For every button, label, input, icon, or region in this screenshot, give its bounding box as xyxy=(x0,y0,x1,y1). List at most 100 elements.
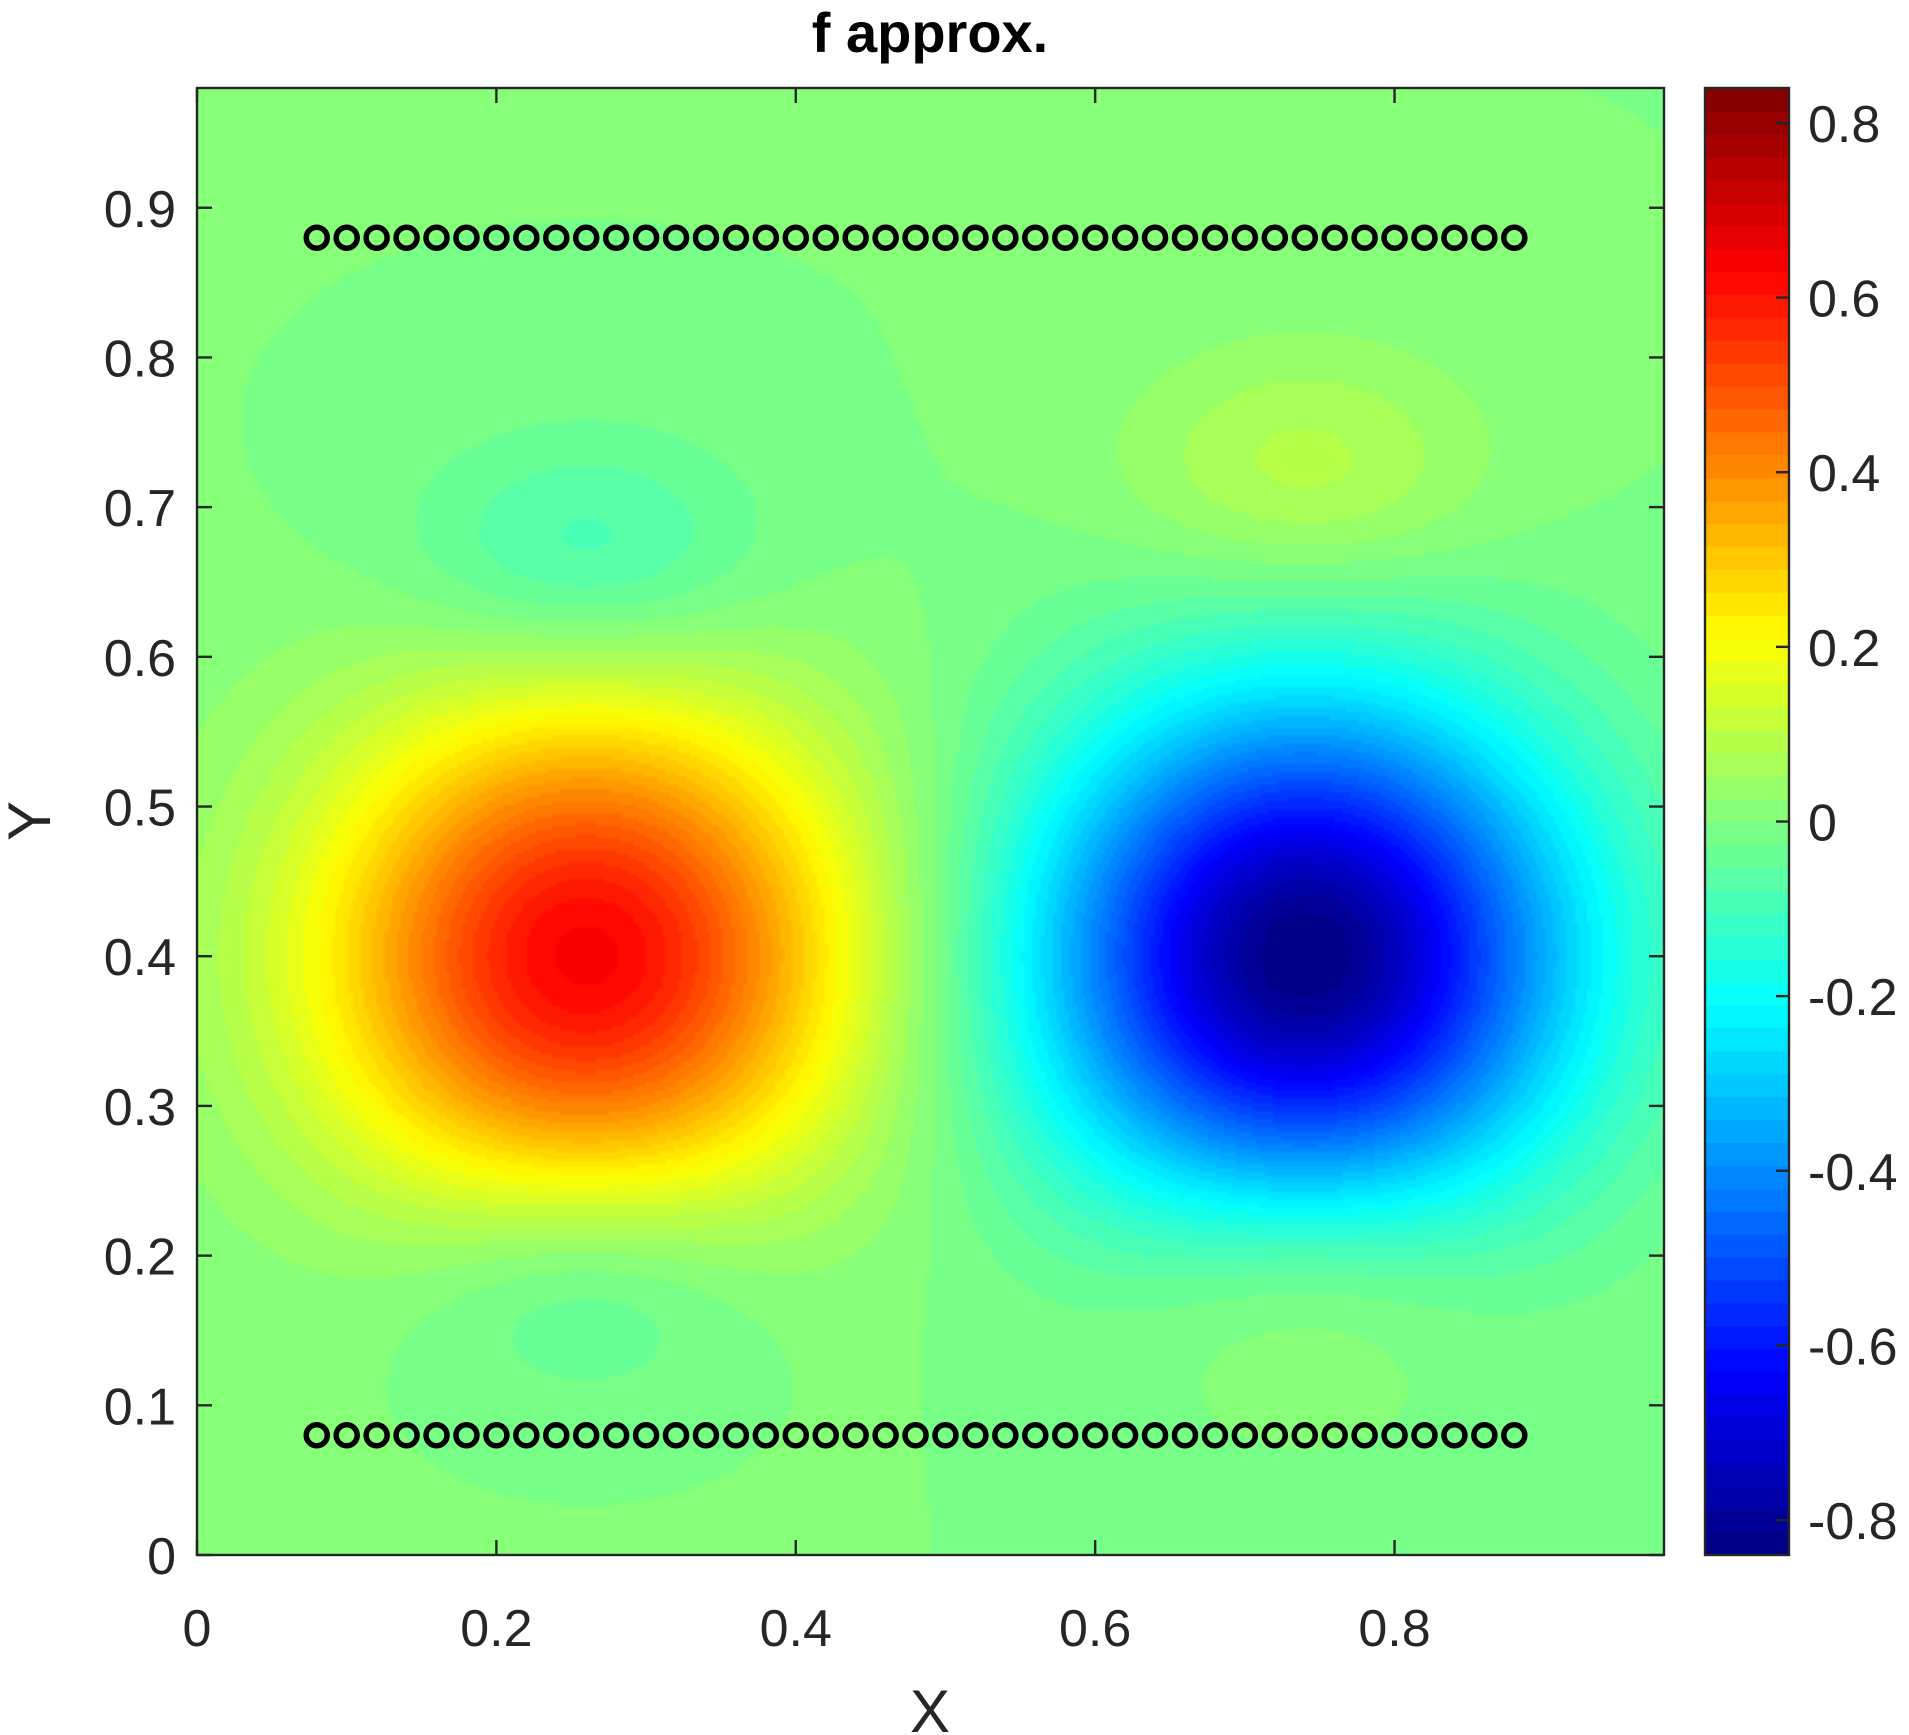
marker-point xyxy=(1171,1421,1199,1449)
marker-point xyxy=(632,1421,660,1449)
marker-point xyxy=(842,1421,869,1449)
marker-point xyxy=(1441,224,1468,251)
colorbar-step xyxy=(1705,913,1789,937)
marker-point xyxy=(1471,1421,1498,1449)
colorbar-step xyxy=(1705,638,1789,662)
colorbar-step xyxy=(1705,592,1789,616)
marker-point xyxy=(1111,224,1139,251)
colorbar-step xyxy=(1705,1257,1789,1281)
marker-point xyxy=(812,224,839,251)
colorbar-ticks: 0.8 0.6 0.4 0.2 0 -0.2 -0.4 -0.6 -0.8 xyxy=(1776,96,1898,1551)
marker-point xyxy=(453,224,480,251)
marker-point xyxy=(1171,224,1199,251)
colorbar-step xyxy=(1705,500,1789,525)
colorbar-step xyxy=(1705,1004,1789,1029)
colorbar-step xyxy=(1705,752,1789,777)
colorbar-step xyxy=(1705,1417,1789,1441)
marker-point xyxy=(1081,224,1109,251)
marker-point xyxy=(1141,224,1169,251)
marker-point xyxy=(1081,1421,1109,1449)
colorbar-tick-label: 0.2 xyxy=(1808,620,1880,678)
colorbar-step xyxy=(1705,546,1789,570)
marker-point xyxy=(303,224,331,251)
marker-point xyxy=(602,224,630,251)
colorbar-step xyxy=(1705,385,1789,410)
y-tick-label: 0.6 xyxy=(104,630,176,688)
marker-point xyxy=(602,1421,630,1449)
marker-point xyxy=(782,224,810,251)
colorbar-step xyxy=(1705,454,1789,479)
marker-point xyxy=(752,224,780,251)
y-tick-label: 0.1 xyxy=(104,1378,176,1436)
x-axis-ticks: 0 0.2 0.4 0.6 0.8 xyxy=(183,88,1431,1658)
colorbar-step xyxy=(1705,1027,1789,1052)
x-tick-label: 0.8 xyxy=(1358,1600,1430,1658)
marker-point xyxy=(1321,224,1348,251)
marker-point xyxy=(1321,1421,1348,1449)
y-tick-label: 0.5 xyxy=(104,780,176,838)
colorbar-step xyxy=(1705,1234,1789,1258)
marker-point xyxy=(363,224,390,251)
marker-point xyxy=(902,1421,929,1449)
marker-point xyxy=(632,224,660,251)
marker-point xyxy=(393,224,420,251)
marker-point xyxy=(1051,1421,1079,1449)
marker-point xyxy=(543,224,570,251)
colorbar-step xyxy=(1705,661,1789,685)
marker-point xyxy=(722,224,750,251)
marker-point xyxy=(932,1421,959,1449)
colorbar-tick-label: 0 xyxy=(1808,795,1837,853)
marker-point xyxy=(692,224,720,251)
colorbar-step xyxy=(1705,408,1789,433)
marker-point xyxy=(1201,1421,1229,1449)
colorbar-step xyxy=(1705,271,1789,295)
y-tick-label: 0.4 xyxy=(104,929,176,987)
marker-point xyxy=(752,1421,780,1449)
marker-point xyxy=(782,1421,810,1449)
colorbar-tick-label: 0.8 xyxy=(1808,96,1880,154)
marker-point xyxy=(1231,1421,1259,1449)
x-tick-label: 0.6 xyxy=(1059,1600,1131,1658)
colorbar-step xyxy=(1705,936,1789,960)
y-tick-label: 0.9 xyxy=(104,181,176,239)
chart-title: f approx. xyxy=(812,1,1048,64)
marker-point xyxy=(572,224,600,251)
marker-point xyxy=(1231,224,1259,251)
marker-point xyxy=(932,224,959,251)
colorbar-step xyxy=(1705,133,1789,158)
marker-point xyxy=(992,224,1019,251)
colorbar-step xyxy=(1705,248,1789,272)
contour-field-image xyxy=(197,88,1664,1555)
y-axis-ticks: 0 0.1 0.2 0.3 0.4 0.5 0.6 0.7 0.8 0.9 xyxy=(104,181,1664,1586)
marker-point xyxy=(1441,1421,1468,1449)
colorbar-step xyxy=(1705,729,1789,754)
colorbar-step xyxy=(1705,1165,1789,1189)
colorbar-step xyxy=(1705,615,1789,639)
colorbar-step xyxy=(1705,706,1789,731)
marker-point xyxy=(692,1421,720,1449)
marker-point xyxy=(423,1421,450,1449)
x-axis-label: X xyxy=(910,1678,950,1735)
colorbar-step xyxy=(1705,1463,1789,1487)
colorbar-step xyxy=(1705,225,1789,250)
marker-point xyxy=(483,1421,510,1449)
marker-point xyxy=(1022,1421,1049,1449)
marker-point xyxy=(393,1421,420,1449)
marker-point xyxy=(1471,224,1498,251)
colorbar-step xyxy=(1705,1348,1789,1373)
marker-point xyxy=(662,1421,690,1449)
colorbar-step xyxy=(1705,88,1789,112)
marker-point xyxy=(1501,1421,1528,1449)
marker-point xyxy=(1351,1421,1378,1449)
colorbar-step xyxy=(1705,1188,1789,1212)
marker-point xyxy=(842,224,869,251)
marker-point xyxy=(513,224,540,251)
y-tick-label: 0.8 xyxy=(104,330,176,388)
marker-point xyxy=(1291,1421,1318,1449)
colorbar-tick-label: 0.4 xyxy=(1808,445,1880,503)
marker-point xyxy=(1051,224,1079,251)
colorbar: 0.8 0.6 0.4 0.2 0 -0.2 -0.4 -0.6 -0.8 xyxy=(1703,86,1898,1557)
colorbar-step xyxy=(1705,110,1789,135)
colorbar-step xyxy=(1705,1486,1789,1510)
